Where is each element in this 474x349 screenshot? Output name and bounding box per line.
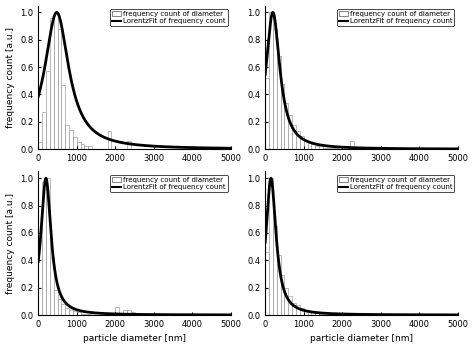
Bar	[288, 115, 292, 149]
Bar	[57, 299, 61, 315]
Bar	[73, 311, 77, 315]
Bar	[292, 125, 296, 149]
Bar	[123, 310, 127, 315]
Bar	[277, 56, 281, 149]
Bar	[42, 112, 46, 149]
Bar	[61, 85, 65, 149]
Bar	[69, 310, 73, 315]
Bar	[296, 305, 300, 315]
Bar	[350, 141, 354, 149]
Bar	[304, 310, 308, 315]
Bar	[65, 125, 69, 149]
X-axis label: particle diameter [nm]: particle diameter [nm]	[310, 334, 413, 343]
Bar	[327, 148, 331, 149]
Bar	[84, 314, 88, 315]
Bar	[81, 314, 84, 315]
Bar	[88, 147, 92, 149]
Bar	[277, 255, 281, 315]
X-axis label: particle diameter [nm]: particle diameter [nm]	[83, 334, 186, 343]
Bar	[269, 13, 273, 149]
Bar	[46, 71, 50, 149]
Text: (c): (c)	[150, 176, 167, 186]
Bar	[292, 303, 296, 315]
Bar	[61, 304, 65, 315]
Bar	[319, 147, 323, 149]
Bar	[127, 141, 131, 149]
Bar	[300, 135, 304, 149]
Bar	[69, 130, 73, 149]
Bar	[77, 142, 81, 149]
Bar	[300, 308, 304, 315]
Bar	[335, 148, 338, 149]
Bar	[131, 312, 135, 315]
Bar	[273, 29, 277, 149]
Bar	[50, 258, 54, 315]
Bar	[284, 103, 288, 149]
Bar	[38, 241, 42, 315]
Bar	[323, 148, 327, 149]
Bar	[81, 144, 84, 149]
Bar	[308, 142, 311, 149]
Bar	[311, 144, 315, 149]
Bar	[281, 275, 284, 315]
Legend: frequency count of diameter, LorentzFit of frequency count: frequency count of diameter, LorentzFit …	[110, 9, 228, 26]
Text: (b): (b)	[377, 10, 395, 20]
Legend: frequency count of diameter, LorentzFit of frequency count: frequency count of diameter, LorentzFit …	[337, 175, 455, 192]
Bar	[273, 226, 277, 315]
Bar	[77, 312, 81, 315]
Bar	[284, 288, 288, 315]
Bar	[73, 137, 77, 149]
Bar	[115, 307, 119, 315]
Bar	[311, 312, 315, 315]
Bar	[127, 310, 131, 315]
Text: (a): (a)	[150, 10, 168, 20]
Bar	[54, 290, 57, 315]
Bar	[319, 314, 323, 315]
Text: (d): (d)	[377, 176, 395, 186]
Bar	[57, 29, 61, 149]
Bar	[288, 296, 292, 315]
Bar	[38, 142, 42, 149]
Bar	[50, 18, 54, 149]
Y-axis label: frequency count [a.u.]: frequency count [a.u.]	[6, 193, 15, 294]
Bar	[331, 148, 335, 149]
Bar	[308, 311, 311, 315]
Y-axis label: frequency count [a.u.]: frequency count [a.u.]	[6, 27, 15, 128]
Bar	[54, 13, 57, 149]
Legend: frequency count of diameter, LorentzFit of frequency count: frequency count of diameter, LorentzFit …	[337, 9, 455, 26]
Bar	[327, 314, 331, 315]
Bar	[315, 147, 319, 149]
Bar	[296, 132, 300, 149]
Bar	[269, 178, 273, 315]
Legend: frequency count of diameter, LorentzFit of frequency count: frequency count of diameter, LorentzFit …	[110, 175, 228, 192]
Bar	[265, 78, 269, 149]
Bar	[88, 314, 92, 315]
Bar	[315, 312, 319, 315]
Bar	[108, 132, 111, 149]
Bar	[281, 83, 284, 149]
Bar	[65, 308, 69, 315]
Bar	[84, 147, 88, 149]
Bar	[46, 178, 50, 315]
Bar	[304, 140, 308, 149]
Bar	[42, 182, 46, 315]
Bar	[265, 252, 269, 315]
